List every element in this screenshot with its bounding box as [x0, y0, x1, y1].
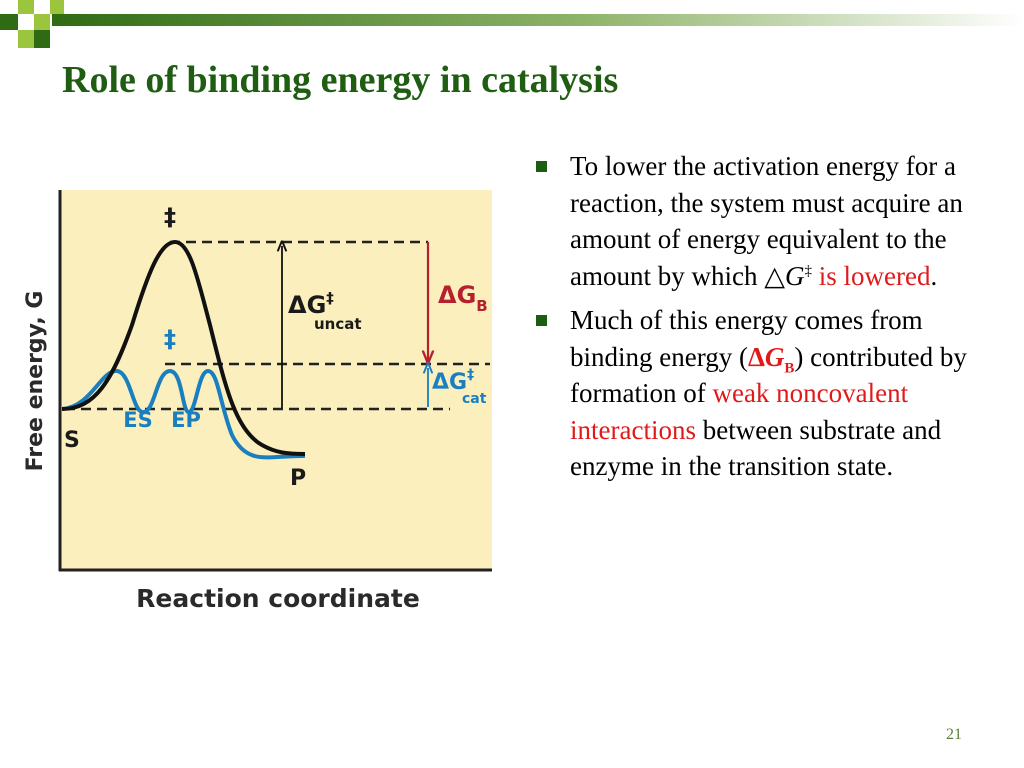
substrate-label: S [64, 428, 80, 453]
square-bullet-icon [536, 161, 547, 172]
ts-uncat-label: ‡ [164, 203, 176, 231]
delta-g-b-symbol: ΔGB [747, 341, 795, 376]
header-decoration [0, 0, 1024, 48]
bullet-item-2: Much of this energy comes from binding e… [532, 302, 972, 485]
bullet-1-end: . [930, 260, 938, 291]
product-label: P [290, 466, 306, 491]
bullet-list: To lower the activation energy for a rea… [532, 148, 972, 493]
bullet-2-close: ) [794, 341, 804, 372]
slide-title: Role of binding energy in catalysis [62, 59, 619, 101]
plot-background [60, 190, 492, 570]
page-number: 21 [946, 726, 962, 743]
bullet-2-highlight: weak noncovalent interactions [570, 378, 909, 445]
ep-label: EP [171, 408, 201, 432]
dg-b-label: ΔGB [438, 281, 488, 315]
es-label: ES [123, 408, 152, 432]
square-bullet-icon [536, 315, 547, 326]
bullet-2-mid: contributed by formation of [570, 341, 967, 409]
dg-cat-label: ΔG‡ cat [432, 367, 487, 407]
catalyzed-curve [61, 368, 306, 460]
g-symbol: G [785, 260, 805, 291]
uncatalyzed-curve [61, 239, 306, 456]
bullet-2-end: between substrate and enzyme in the tran… [570, 414, 942, 482]
ts-cat-label: ‡ [164, 325, 176, 353]
triangle-symbol: △ [764, 260, 785, 291]
y-axis-label: Free energy, G [23, 291, 48, 472]
dg-uncat-label: ΔG‡ uncat [288, 289, 362, 333]
free-energy-diagram: ‡ ‡ S P ES EP ΔG‡ uncat ΔGB ΔG‡ cat Free e… [23, 190, 492, 613]
bullet-1-highlight: is lowered [812, 260, 931, 291]
x-axis-label: Reaction coordinate [136, 584, 420, 613]
bullet-item-1: To lower the activation energy for a rea… [532, 148, 972, 294]
double-dagger-sup: ‡ [804, 262, 813, 279]
bullet-2-text: Much of this energy comes from binding e… [570, 305, 923, 372]
bullet-1-text: To lower the activation energy for a rea… [570, 151, 963, 291]
